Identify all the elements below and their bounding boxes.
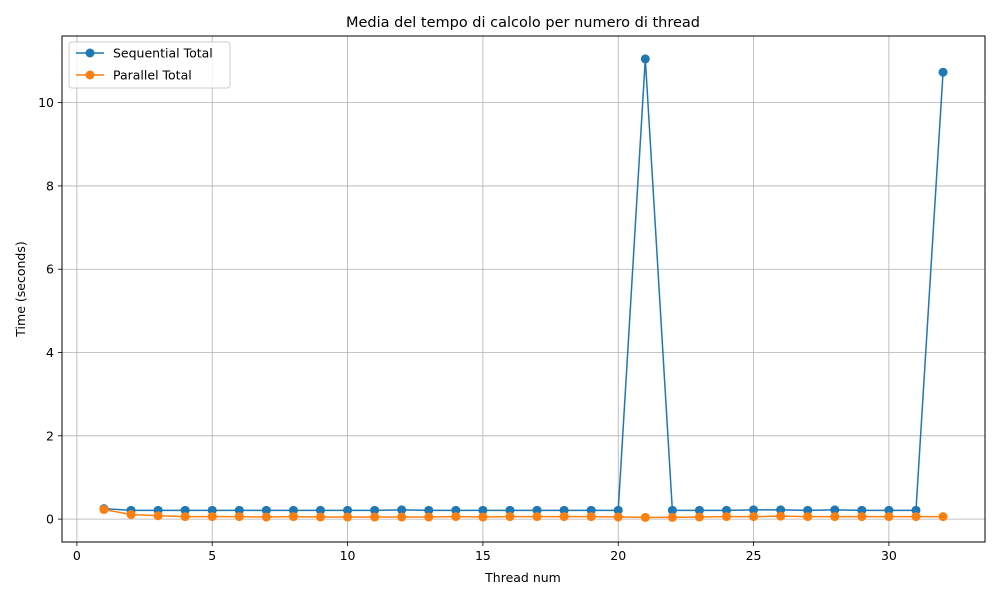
x-tick-label: 15 xyxy=(475,548,491,563)
data-point-sequential-total xyxy=(288,505,298,515)
data-point-sequential-total xyxy=(315,505,325,515)
data-point-parallel-total xyxy=(532,512,542,522)
data-point-sequential-total xyxy=(559,505,569,515)
data-point-sequential-total xyxy=(911,505,921,515)
x-tick-label: 5 xyxy=(208,548,216,563)
legend-marker-sequential xyxy=(85,48,95,58)
data-point-sequential-total xyxy=(532,505,542,515)
y-axis-label: Time (seconds) xyxy=(13,241,28,337)
data-point-parallel-total xyxy=(288,512,298,522)
x-tick-label: 10 xyxy=(340,548,356,563)
series-parallel-total xyxy=(99,505,948,522)
data-point-sequential-total xyxy=(776,505,786,515)
y-tick-label: 10 xyxy=(38,95,54,110)
data-point-parallel-total xyxy=(234,512,244,522)
y-tick-label: 2 xyxy=(46,428,54,443)
data-point-sequential-total xyxy=(180,505,190,515)
data-point-sequential-total xyxy=(397,505,407,515)
x-axis-label: Thread num xyxy=(484,570,561,585)
x-tick-label: 30 xyxy=(881,548,897,563)
data-point-sequential-total xyxy=(343,505,353,515)
data-point-parallel-total xyxy=(370,512,380,522)
data-point-parallel-total xyxy=(830,512,840,522)
legend: Sequential Total Parallel Total xyxy=(68,41,231,89)
data-point-sequential-total xyxy=(586,505,596,515)
data-point-parallel-total xyxy=(343,512,353,522)
data-point-sequential-total xyxy=(884,505,894,515)
y-tick-label: 0 xyxy=(46,512,54,527)
x-tick-label: 0 xyxy=(73,548,81,563)
data-point-sequential-total xyxy=(424,505,434,515)
data-point-sequential-total xyxy=(749,505,759,515)
data-point-parallel-total xyxy=(803,512,813,522)
y-tick-label: 6 xyxy=(46,262,54,277)
data-point-sequential-total xyxy=(261,505,271,515)
data-point-parallel-total xyxy=(505,512,515,522)
series-line-sequential-total xyxy=(103,58,944,512)
data-point-sequential-total xyxy=(830,505,840,515)
series-layer xyxy=(99,54,948,522)
data-point-parallel-total xyxy=(722,512,732,522)
data-point-parallel-total xyxy=(938,512,948,522)
legend-box xyxy=(68,41,231,89)
data-point-parallel-total xyxy=(207,512,217,522)
data-point-parallel-total xyxy=(424,512,434,522)
data-point-parallel-total xyxy=(478,512,488,522)
plot-frame xyxy=(61,35,986,543)
series-line-parallel-total xyxy=(103,508,944,519)
data-point-parallel-total xyxy=(153,511,163,521)
data-point-sequential-total xyxy=(938,67,948,77)
chart-title: Media del tempo di calcolo per numero di… xyxy=(346,15,700,31)
data-point-sequential-total xyxy=(613,505,623,515)
legend-marker-parallel xyxy=(85,70,95,80)
data-point-parallel-total xyxy=(884,512,894,522)
data-point-sequential-total xyxy=(370,505,380,515)
data-point-parallel-total xyxy=(559,512,569,522)
x-tick-label: 25 xyxy=(746,548,762,563)
y-tick-label: 4 xyxy=(46,345,54,360)
ticks: 0 5 10 15 20 25 30 0 2 4 6 8 10 xyxy=(38,95,897,563)
data-point-sequential-total xyxy=(722,505,732,515)
data-point-sequential-total xyxy=(694,505,704,515)
data-point-sequential-total xyxy=(478,505,488,515)
legend-label-sequential: Sequential Total xyxy=(113,46,213,61)
data-point-parallel-total xyxy=(667,512,677,522)
series-sequential-total xyxy=(99,54,948,515)
data-point-sequential-total xyxy=(857,505,867,515)
data-point-sequential-total xyxy=(451,505,461,515)
data-point-parallel-total xyxy=(640,512,650,522)
y-tick-label: 8 xyxy=(46,178,54,193)
data-point-sequential-total xyxy=(505,505,515,515)
data-point-sequential-total xyxy=(234,505,244,515)
data-point-parallel-total xyxy=(857,512,867,522)
data-point-sequential-total xyxy=(803,505,813,515)
data-point-parallel-total xyxy=(749,512,759,522)
data-point-parallel-total xyxy=(694,512,704,522)
data-point-parallel-total xyxy=(776,511,786,521)
legend-label-parallel: Parallel Total xyxy=(113,68,192,83)
data-point-parallel-total xyxy=(586,512,596,522)
data-point-sequential-total xyxy=(667,505,677,515)
data-point-parallel-total xyxy=(451,512,461,522)
data-point-parallel-total xyxy=(397,512,407,522)
data-point-parallel-total xyxy=(315,512,325,522)
data-point-parallel-total xyxy=(261,512,271,522)
data-point-parallel-total xyxy=(126,510,136,520)
data-point-parallel-total xyxy=(911,512,921,522)
data-point-sequential-total xyxy=(207,505,217,515)
x-tick-label: 20 xyxy=(610,548,626,563)
data-point-parallel-total xyxy=(99,505,109,515)
data-point-parallel-total xyxy=(180,512,190,522)
data-point-parallel-total xyxy=(613,512,623,522)
data-point-sequential-total xyxy=(640,54,650,64)
